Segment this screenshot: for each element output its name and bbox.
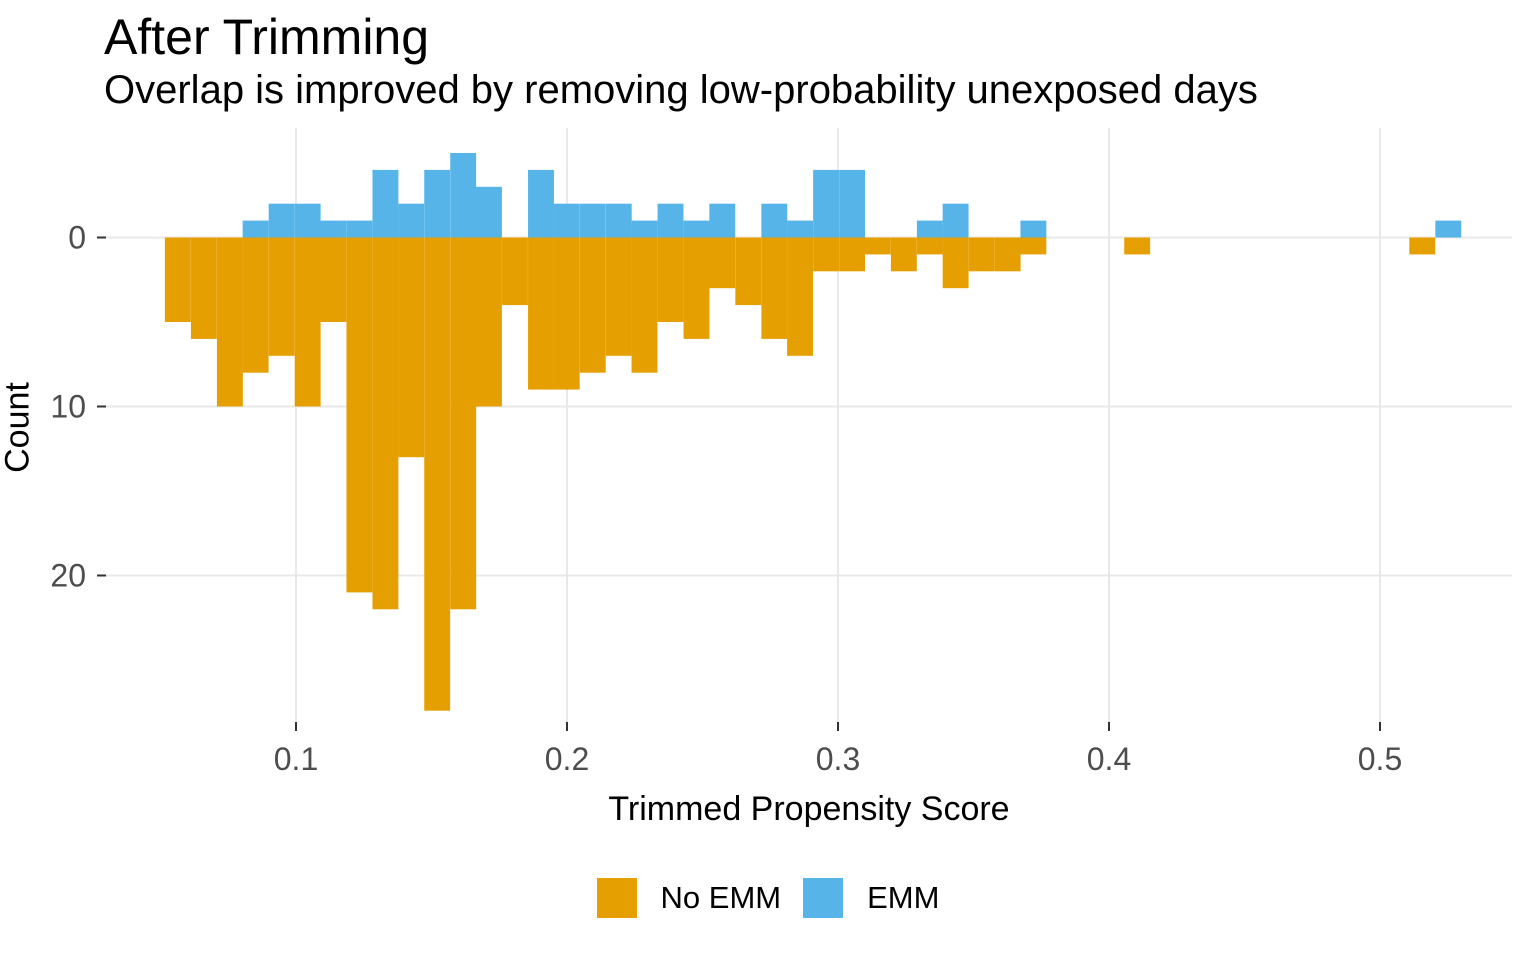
histogram-bar-no-emm [475,237,502,407]
chart-subtitle: Overlap is improved by removing low-prob… [104,68,1258,112]
y-tick-label: 0 [68,220,86,256]
histogram-bar-no-emm [528,237,554,390]
histogram-bar-no-emm [320,237,347,322]
histogram-bar-no-emm [761,237,788,339]
histogram-bar-no-emm [787,237,814,356]
histogram-bar-no-emm [372,237,399,610]
histogram-bar-no-emm [1409,237,1436,255]
histogram-bar-no-emm [190,237,217,339]
histogram-bar-no-emm [216,237,243,407]
histogram-bar-emm [528,169,554,238]
histogram-bar-emm [579,203,606,238]
histogram-bar-emm [631,220,658,238]
legend-label-no-emm: No EMM [660,880,782,915]
histogram-bar-no-emm [1020,237,1047,255]
histogram-bar-no-emm [683,237,710,339]
histogram-bar-no-emm [242,237,269,373]
histogram-bar-emm [242,220,269,238]
x-tick-label: 0.3 [816,741,860,777]
histogram-bar-no-emm [553,237,580,390]
histogram-bar-no-emm [890,237,917,272]
histogram-bar-no-emm [839,237,866,272]
histogram-bar-emm [916,220,943,238]
histogram-bar-emm [839,169,866,238]
histogram-bar-no-emm [398,237,425,458]
histogram-bar-emm [761,203,788,238]
histogram-bar-emm [450,153,477,238]
histogram-bar-emm [553,203,580,238]
histogram-bar-no-emm [1124,237,1151,255]
histogram-bar-no-emm [942,237,969,289]
legend-item-no-emm: No EMM [596,878,782,918]
histogram-bar-emm [657,203,684,238]
histogram-bar-emm [1435,220,1462,238]
histogram-bar-emm [372,169,399,238]
x-tick-label: 0.2 [545,741,589,777]
legend-swatch-no-emm [596,878,637,918]
x-tick-label: 0.4 [1087,741,1131,777]
histogram-bar-no-emm [657,237,684,322]
histogram-bar-emm [605,203,632,238]
histogram-bar-emm [787,220,814,238]
legend-swatch-emm [803,878,844,918]
histogram-bar-no-emm [813,237,840,272]
legend-item-emm: EMM [803,878,939,918]
histogram-bar-no-emm [735,237,762,306]
x-tick-label: 0.5 [1358,741,1402,777]
histogram-bar-no-emm [631,237,658,373]
histogram-bar-no-emm [916,237,943,255]
y-tick-label: 20 [50,558,86,594]
histogram-bar-no-emm [424,237,451,711]
histogram-bar-emm [709,203,736,238]
histogram-bar-no-emm [450,237,477,610]
histogram-bar-no-emm [864,237,891,255]
legend: No EMM EMM [0,878,1536,918]
chart-title: After Trimming [104,9,430,65]
histogram-bar-emm [320,220,347,238]
histogram-bar-emm [1020,220,1047,238]
histogram-bar-emm [683,220,710,238]
histogram-bar-no-emm [605,237,632,356]
legend-label-emm: EMM [867,880,940,915]
histogram-bar-no-emm [968,237,995,272]
y-axis-title: Count [0,382,37,473]
histogram-bar-emm [424,169,451,238]
histogram-bar-emm [813,169,840,238]
histogram-bar-no-emm [994,237,1021,272]
x-axis-title: Trimmed Propensity Score [608,790,1010,828]
histogram-bar-no-emm [502,237,528,306]
histogram-bar-no-emm [346,237,373,593]
histogram-bar-emm [346,220,373,238]
histogram-bar-no-emm [164,237,191,322]
histogram-bar-no-emm [579,237,606,373]
histogram-bar-emm [268,203,295,238]
histogram-bar-emm [398,203,425,238]
y-tick-label: 10 [50,389,86,425]
histogram-bar-emm [475,186,502,238]
histogram-bar-no-emm [294,237,321,407]
histogram-bar-emm [294,203,321,238]
histogram-bar-emm [942,203,969,238]
histogram-bar-no-emm [709,237,736,289]
x-tick-label: 0.1 [274,741,318,777]
histogram-bar-no-emm [268,237,295,356]
